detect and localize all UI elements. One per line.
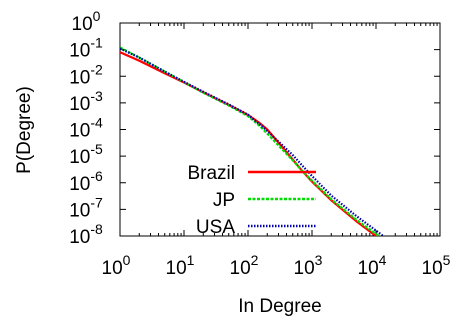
x-tick-label: 105 <box>422 252 451 279</box>
y-tick-label: 10-2 <box>69 61 103 88</box>
legend-label-brazil: Brazil <box>187 163 235 184</box>
series-line-usa <box>120 47 385 236</box>
x-tick-label: 101 <box>166 252 195 279</box>
x-axis-label: In Degree <box>238 296 321 317</box>
legend-label-usa: USA <box>196 217 235 238</box>
y-tick-label: 100 <box>72 8 101 35</box>
plot-frame <box>119 22 441 237</box>
x-tick-label: 103 <box>294 252 323 279</box>
x-tick-label: 102 <box>230 252 259 279</box>
y-tick-label: 10-6 <box>69 168 103 195</box>
x-tick-label: 100 <box>102 252 131 279</box>
y-tick-label: 10-5 <box>69 141 103 168</box>
y-tick-label: 10-8 <box>69 221 103 248</box>
y-tick-label: 10-1 <box>69 35 103 62</box>
legend-label-jp: JP <box>213 190 235 211</box>
legend: Brazil JP USA <box>187 163 316 238</box>
x-axis: 100 101 102 103 104 105 <box>102 23 451 279</box>
series-layer <box>120 46 385 236</box>
y-axis-label: P(Degree) <box>14 86 35 174</box>
x-tick-label: 104 <box>358 252 387 279</box>
series-line-brazil <box>120 51 378 236</box>
y-tick-label: 10-7 <box>69 194 103 221</box>
y-tick-label: 10-4 <box>69 115 103 142</box>
series-line-jp <box>120 46 381 236</box>
y-tick-label: 10-3 <box>69 88 103 115</box>
